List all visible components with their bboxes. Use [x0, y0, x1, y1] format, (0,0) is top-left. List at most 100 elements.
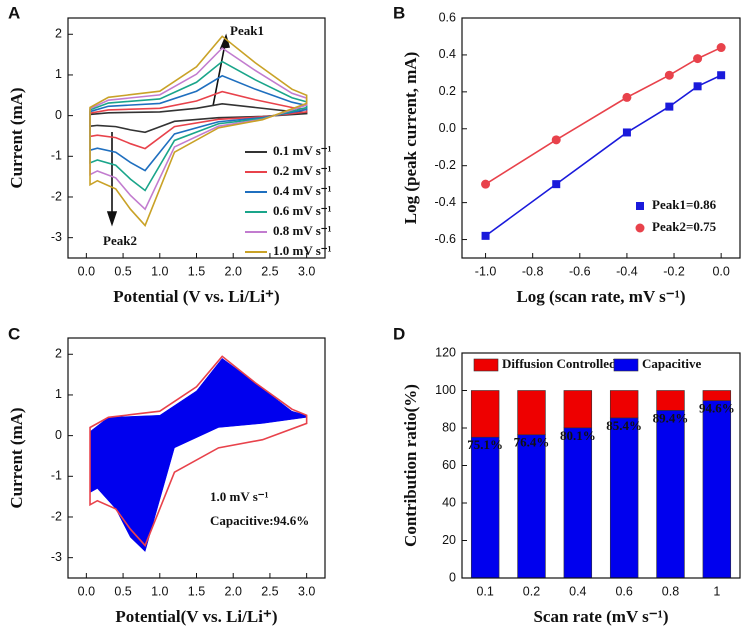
legend-label: 0.6 mV s⁻¹: [273, 203, 332, 218]
cv-curve: [89, 355, 308, 547]
x-tick-label: 0.4: [569, 584, 586, 598]
plot-frame: [67, 17, 326, 259]
y-tick-label: 0: [55, 108, 62, 122]
x-tick-label: 1.5: [188, 264, 205, 278]
x-tick-label: -0.4: [616, 264, 638, 278]
legend-swatch: [636, 202, 644, 210]
arrow-head: [106, 211, 118, 227]
panel-letter: C: [8, 324, 20, 343]
legend-label: Capacitive: [642, 356, 701, 371]
panel-letter: A: [8, 3, 20, 22]
panel-letter: D: [393, 324, 405, 343]
bar-segment: [609, 417, 639, 579]
legend-swatch: [473, 358, 499, 372]
marker: [693, 82, 702, 91]
fit-line: [485, 46, 722, 185]
x-tick-label: 3.0: [298, 584, 315, 598]
y-tick-label: 120: [435, 345, 456, 359]
x-tick-label: 2.0: [225, 264, 242, 278]
y-tick-label: -1: [51, 469, 62, 483]
x-axis-label: Log (scan rate, mV s⁻¹): [516, 287, 685, 306]
y-tick-label: -2: [51, 509, 62, 523]
x-tick-label: -1.0: [475, 264, 497, 278]
arrow: [212, 43, 226, 107]
x-tick-label: 2.0: [225, 584, 242, 598]
x-tick-label: 0.1: [476, 584, 493, 598]
y-tick-label: 0: [449, 570, 456, 584]
y-tick-label: 20: [442, 533, 456, 547]
marker: [717, 71, 726, 80]
x-tick-label: 0.6: [615, 584, 632, 598]
x-tick-label: 0.0: [712, 264, 729, 278]
cv-curve: [89, 35, 308, 227]
bar-segment: [656, 410, 685, 579]
x-tick-label: -0.8: [522, 264, 544, 278]
y-axis-label: Log (peak current, mA): [401, 52, 420, 225]
marker: [716, 43, 726, 53]
bar-segment: [563, 427, 593, 579]
y-axis-label: Current (mA): [7, 407, 26, 508]
y-tick-label: -3: [51, 550, 62, 564]
value-label: 89.4%: [653, 410, 689, 425]
x-tick-label: 2.5: [261, 584, 278, 598]
marker: [481, 179, 491, 189]
x-axis-label: Potential (V vs. Li/Li⁺): [113, 287, 279, 306]
annotation: Capacitive:94.6%: [210, 513, 309, 528]
x-tick-label: 0.0: [78, 584, 95, 598]
x-axis-label: Potential(V vs. Li/Li⁺): [115, 607, 277, 626]
x-tick-label: 2.5: [261, 264, 278, 278]
x-tick-label: 0.0: [78, 264, 95, 278]
panel-letter: B: [393, 3, 405, 22]
y-tick-label: 1: [55, 67, 62, 81]
x-tick-label: 3.0: [298, 264, 315, 278]
value-label: 85.4%: [606, 418, 642, 433]
y-tick-label: 0.0: [439, 121, 456, 135]
bar-segment: [609, 390, 639, 419]
bar-segment: [702, 400, 732, 579]
marker: [552, 180, 561, 189]
y-axis-label: Current (mA): [7, 87, 26, 188]
value-label: 76.4%: [514, 435, 550, 450]
x-tick-label: 1: [713, 584, 720, 598]
x-tick-label: 0.8: [662, 584, 679, 598]
bar-segment: [517, 390, 546, 436]
marker: [551, 135, 561, 145]
y-tick-label: -3: [51, 230, 62, 244]
legend-label: 1.0 mV s⁻¹: [273, 243, 332, 258]
y-axis-label: Contribution ratio(%): [401, 384, 420, 547]
plot-frame: [461, 17, 741, 259]
value-label: 80.1%: [560, 428, 596, 443]
y-tick-label: 80: [442, 420, 456, 434]
arrows: [106, 33, 231, 227]
bar-segment: [517, 434, 546, 579]
x-tick-label: 0.5: [114, 584, 131, 598]
legend-label: 0.1 mV s⁻¹: [273, 143, 332, 158]
y-tick-label: 100: [435, 383, 456, 397]
legend-label: Diffusion Controlled: [502, 356, 617, 371]
y-tick-label: 60: [442, 458, 456, 472]
legend-swatch: [635, 223, 645, 233]
x-tick-label: 0.2: [523, 584, 540, 598]
y-tick-label: -0.4: [434, 195, 456, 209]
annotation: Peak2: [103, 233, 137, 248]
y-tick-label: 0: [55, 428, 62, 442]
value-label: 75.1%: [467, 437, 503, 452]
x-tick-label: 0.5: [114, 264, 131, 278]
annotation: Peak1: [230, 23, 264, 38]
legend-label: 0.4 mV s⁻¹: [273, 183, 332, 198]
x-tick-label: 1.0: [151, 264, 168, 278]
legend-label: 0.2 mV s⁻¹: [273, 163, 332, 178]
cv-curve: [89, 357, 307, 553]
legend-label: Peak1=0.86: [652, 197, 717, 212]
y-tick-label: 2: [55, 347, 62, 361]
y-tick-label: -2: [51, 189, 62, 203]
legend-label: 0.8 mV s⁻¹: [273, 223, 332, 238]
bar-segment: [470, 390, 500, 438]
bar-segment: [656, 390, 685, 411]
y-tick-label: -0.2: [434, 158, 456, 172]
x-tick-label: -0.2: [663, 264, 685, 278]
bar-segment: [470, 436, 500, 579]
y-tick-label: -0.6: [434, 232, 456, 246]
marker: [665, 102, 674, 111]
